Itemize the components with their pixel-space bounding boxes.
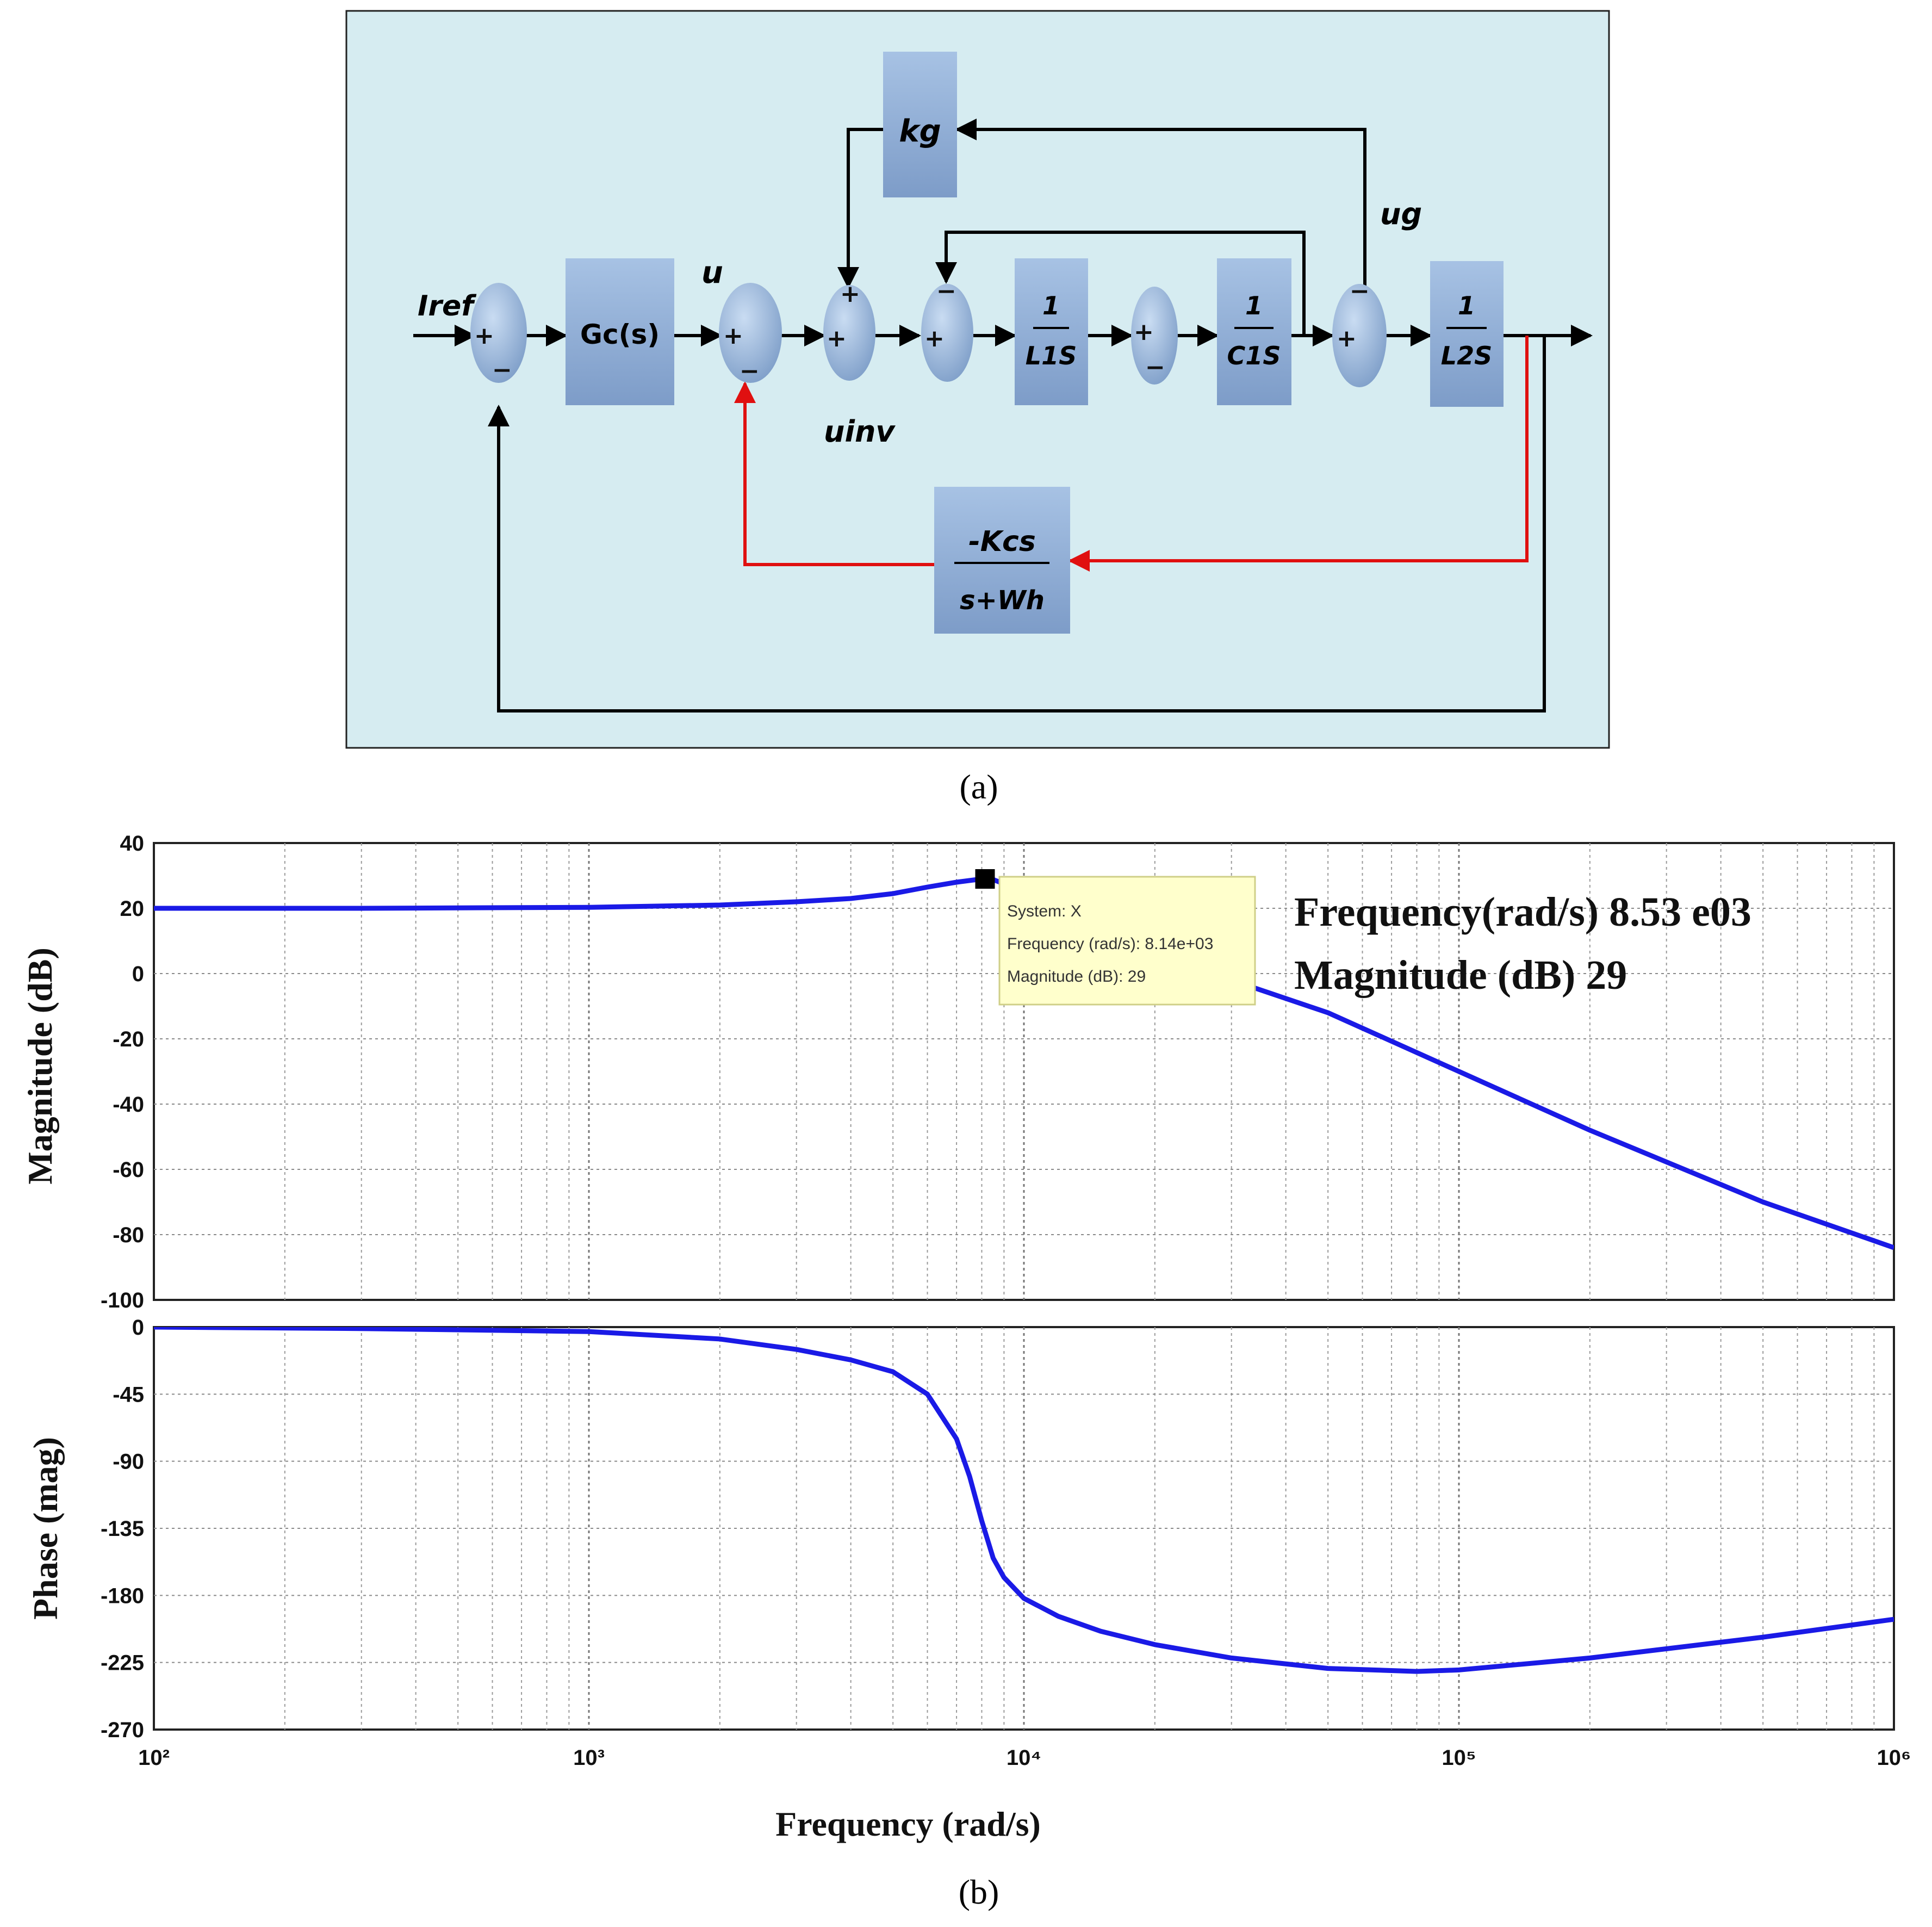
y-tick-label: 0 (132, 1316, 144, 1340)
signal-paths (413, 119, 1593, 712)
x-tick-label: 10³ (573, 1746, 605, 1770)
tip-line-system: System: X (1007, 902, 1082, 920)
sign-3b: + (840, 280, 860, 308)
phase-y-ticks: 0 -45 -90 -135 -180 -225 -270 (101, 1316, 144, 1742)
feedback-block (934, 487, 1070, 634)
phase-axis-label: Phase (mag) (26, 1437, 65, 1620)
y-tick-label: -180 (101, 1584, 144, 1608)
bode-plot: 40 20 0 -20 -40 -60 -80 -100 0 -45 -90 -135 -180 -22… (21, 832, 1911, 1911)
x-tick-label: 10⁵ (1442, 1746, 1476, 1770)
tip-line-magnitude: Magnitude (dB): 29 (1007, 968, 1146, 986)
uinv-label: uinv (824, 414, 896, 449)
data-tip: System: X Frequency (rad/s): 8.14e+03 Ma… (998, 876, 1256, 1006)
kg-block (883, 52, 957, 197)
plot-caption: (b) (959, 1873, 999, 1911)
feedback-denominator: s+Wh (960, 585, 1045, 616)
y-tick-label: -45 (113, 1383, 144, 1406)
sum-junction-5 (1131, 287, 1178, 385)
sum-junction-4 (921, 284, 973, 382)
phase-grid (154, 1327, 1894, 1730)
sign-2a: + (723, 322, 743, 350)
frequency-axis-label: Frequency (rad/s) (775, 1805, 1041, 1843)
sign-4b: − (936, 277, 956, 305)
kg-label: kg (899, 114, 941, 149)
frequency-x-ticks: 10² 10³ 10⁴ 10⁵ 10⁶ (138, 1746, 1911, 1770)
block-diagram: + − + − + + + − + − + − Gc(s) kg 1 L1S 1 (345, 10, 1610, 806)
diagram-caption: (a) (959, 767, 998, 806)
sign-6b: − (1350, 277, 1370, 305)
x-tick-label: 10² (138, 1746, 170, 1770)
y-tick-label: -90 (113, 1450, 144, 1474)
magnitude-y-ticks: 40 20 0 -20 -40 -60 -80 -100 (101, 832, 144, 1312)
gc-label: Gc(s) (580, 319, 660, 350)
y-tick-label: 0 (132, 962, 144, 986)
y-tick-label: -135 (101, 1517, 144, 1541)
l1s-numerator: 1 (1042, 291, 1060, 320)
u-label: u (701, 255, 723, 290)
y-tick-label: -225 (101, 1651, 144, 1675)
sign-6a: + (1337, 325, 1357, 352)
gc-block (566, 258, 674, 405)
l2s-numerator: 1 (1458, 291, 1475, 320)
phase-curve (154, 1327, 1894, 1674)
y-tick-label: -270 (101, 1718, 144, 1742)
y-tick-label: -20 (113, 1027, 144, 1051)
junction-signs: + − + − + + + − + − + − (474, 277, 1370, 385)
magnitude-curve (154, 876, 1894, 1250)
tip-line-frequency: Frequency (rad/s): 8.14e+03 (1007, 935, 1213, 953)
data-tip-box (998, 876, 1256, 1006)
sum-junction-2 (719, 283, 782, 383)
l1s-denominator: L1S (1026, 341, 1077, 370)
magnitude-grid (154, 843, 1894, 1300)
signal-labels: Iref u uinv ug (418, 197, 1422, 449)
summing-junctions (470, 283, 1387, 387)
bode-series (154, 869, 1894, 1674)
y-tick-label: -60 (113, 1158, 144, 1182)
annotation-magnitude: Magnitude (dB) 29 (1294, 952, 1627, 998)
sum-junction-3 (823, 285, 875, 381)
c1s-numerator: 1 (1245, 291, 1263, 320)
iref-label: Iref (418, 290, 477, 323)
c1s-denominator: C1S (1227, 341, 1281, 370)
sign-5b: − (1145, 354, 1165, 381)
diagram-background (345, 10, 1610, 749)
sum-junction-1 (470, 283, 527, 383)
sign-1b: − (492, 356, 512, 384)
sum-junction-6 (1332, 284, 1387, 387)
l2s-block (1430, 261, 1504, 407)
sign-4a: + (924, 325, 945, 352)
x-tick-label: 10⁶ (1877, 1746, 1911, 1770)
y-tick-label: 40 (120, 832, 145, 856)
ug-label: ug (1380, 197, 1422, 231)
y-tick-label: -80 (113, 1223, 144, 1247)
c1s-block (1217, 258, 1291, 405)
sign-3a: + (827, 325, 847, 352)
annotation-frequency: Frequency(rad/s) 8.53 e03 (1294, 889, 1751, 935)
l2s-denominator: L2S (1441, 341, 1492, 370)
sign-2b: − (740, 357, 760, 385)
l1s-block (1015, 258, 1088, 405)
y-tick-label: -40 (113, 1093, 144, 1117)
x-tick-label: 10⁴ (1007, 1746, 1041, 1770)
y-tick-label: -100 (101, 1288, 144, 1312)
sign-5a: + (1134, 318, 1154, 346)
data-tip-marker (975, 869, 995, 889)
blocks: Gc(s) kg 1 L1S 1 C1S 1 L2S -Kcs s+Wh (566, 52, 1504, 634)
magnitude-axis-label: Magnitude (dB) (21, 947, 59, 1185)
sign-1a: + (474, 322, 494, 350)
y-tick-label: 20 (120, 897, 145, 921)
feedback-numerator: -Kcs (968, 525, 1036, 558)
capacitor-feedback-path (734, 336, 1529, 572)
